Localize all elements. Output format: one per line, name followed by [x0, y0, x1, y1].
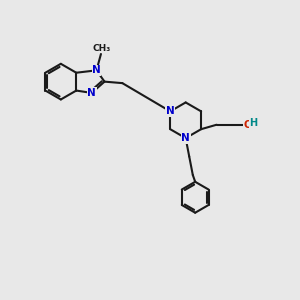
Text: CH₃: CH₃: [93, 44, 111, 52]
Text: N: N: [166, 106, 175, 116]
Text: N: N: [87, 88, 96, 98]
Text: O: O: [243, 120, 252, 130]
Text: H: H: [249, 118, 257, 128]
Text: N: N: [92, 65, 101, 75]
Text: N: N: [181, 133, 190, 143]
